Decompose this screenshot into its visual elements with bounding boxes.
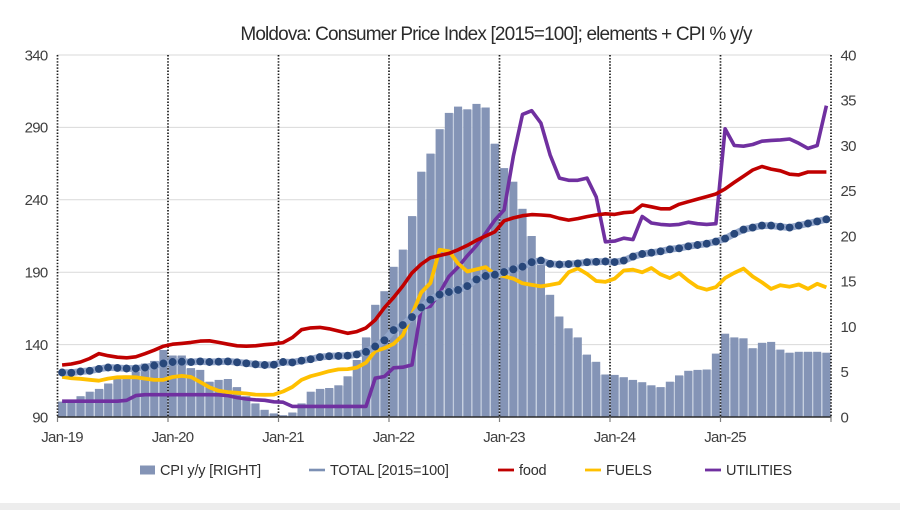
svg-text:Jan-21: Jan-21 — [262, 429, 304, 446]
svg-text:CPI y/y [RIGHT]: CPI y/y [RIGHT] — [160, 463, 261, 479]
svg-text:15: 15 — [841, 274, 857, 291]
svg-text:5: 5 — [841, 364, 849, 381]
svg-text:40: 40 — [841, 47, 857, 64]
svg-text:30: 30 — [841, 138, 857, 155]
svg-text:10: 10 — [841, 319, 857, 336]
svg-text:Jan-20: Jan-20 — [152, 429, 194, 446]
svg-text:290: 290 — [25, 120, 48, 137]
svg-text:Jan-25: Jan-25 — [704, 429, 746, 446]
svg-text:UTILITIES: UTILITIES — [726, 463, 792, 479]
svg-text:140: 140 — [25, 337, 48, 354]
svg-text:340: 340 — [25, 47, 48, 64]
svg-text:Jan-23: Jan-23 — [483, 429, 525, 446]
svg-text:Jan-24: Jan-24 — [594, 429, 636, 446]
svg-text:Jan-22: Jan-22 — [373, 429, 415, 446]
svg-text:25: 25 — [841, 183, 857, 200]
svg-text:20: 20 — [841, 228, 857, 245]
svg-text:240: 240 — [25, 192, 48, 209]
svg-text:TOTAL [2015=100]: TOTAL [2015=100] — [330, 463, 449, 479]
svg-text:Moldova: Consumer Price Index: Moldova: Consumer Price Index [2015=100]… — [240, 24, 753, 45]
svg-text:FUELS: FUELS — [606, 463, 652, 479]
svg-text:90: 90 — [32, 409, 48, 426]
svg-text:food: food — [519, 463, 547, 479]
svg-text:Jan-19: Jan-19 — [41, 429, 83, 446]
svg-text:190: 190 — [25, 265, 48, 282]
svg-text:35: 35 — [841, 93, 857, 110]
svg-text:0: 0 — [841, 409, 849, 426]
